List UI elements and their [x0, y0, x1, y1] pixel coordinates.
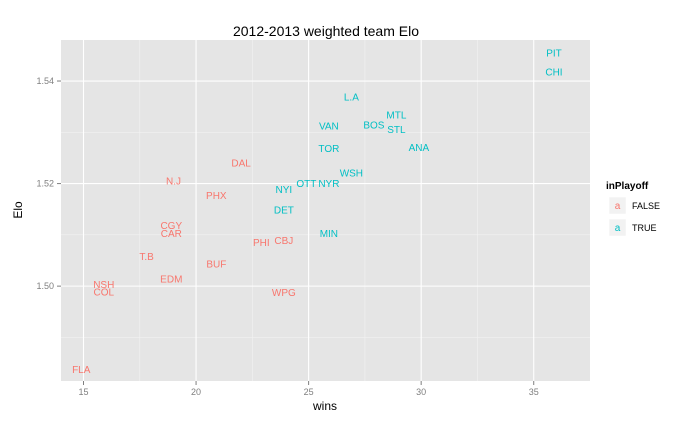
y-tick-label: 1.54: [36, 76, 54, 86]
data-point-label: FLA: [72, 365, 91, 376]
data-point-label: PHI: [253, 238, 270, 249]
legend-items: a FALSE a TRUE: [608, 196, 660, 237]
legend-key-glyph: a: [615, 223, 621, 234]
data-point-label: MIN: [320, 229, 338, 240]
plot-panel: [61, 40, 590, 381]
x-tick-label: 35: [529, 387, 539, 397]
data-point-label: NSH: [93, 280, 114, 291]
data-point-label: L.A: [344, 92, 359, 103]
legend-label: TRUE: [632, 223, 657, 233]
legend-title: inPlayoff: [606, 181, 649, 192]
data-point-label: CHI: [545, 67, 562, 78]
data-point-label: CBJ: [274, 236, 293, 247]
data-point-label: BOS: [363, 121, 384, 132]
y-tick-label: 1.50: [36, 281, 54, 291]
chart-title: 2012-2013 weighted team Elo: [233, 23, 419, 39]
data-point-label: MTL: [386, 110, 406, 121]
x-axis: 15 20 25 30 35: [79, 381, 539, 397]
data-point-label: OTT: [296, 179, 316, 190]
data-point-label: NYR: [318, 179, 339, 190]
data-point-label: CGY: [160, 221, 182, 232]
data-point-label: DAL: [231, 159, 251, 170]
data-point-label: TOR: [318, 144, 339, 155]
x-tick-label: 25: [304, 387, 314, 397]
data-point-label: T.B: [139, 252, 154, 263]
legend-label: FALSE: [632, 201, 660, 211]
x-tick-label: 30: [416, 387, 426, 397]
y-axis: 1.50 1.52 1.54: [36, 76, 61, 291]
data-point-label: N.J: [166, 177, 181, 188]
legend-key-glyph: a: [615, 201, 621, 212]
data-point-label: CAR: [161, 229, 182, 240]
legend-key: [608, 218, 627, 237]
data-point-label: PIT: [546, 48, 562, 59]
data-point-label: COL: [93, 287, 114, 298]
data-point-label: WSH: [340, 168, 363, 179]
data-point-label: ANA: [409, 143, 430, 154]
y-axis-label: Elo: [11, 201, 25, 219]
data-point-label: STL: [387, 125, 406, 136]
data-point-label: EDM: [160, 274, 182, 285]
legend-key: [608, 196, 627, 215]
major-gridlines: [61, 40, 590, 381]
y-tick-label: 1.52: [36, 179, 54, 189]
data-point-label: NYI: [276, 185, 293, 196]
data-point-label: VAN: [319, 122, 339, 133]
data-point-label: BUF: [206, 260, 226, 271]
data-point-label: DET: [274, 206, 294, 217]
x-axis-label: wins: [312, 399, 337, 413]
x-tick-label: 15: [79, 387, 89, 397]
data-point-label: PHX: [206, 191, 227, 202]
legend: inPlayoff a FALSE a TRUE: [606, 181, 660, 237]
minor-gridlines: [61, 40, 590, 381]
data-point-label: WPG: [272, 288, 296, 299]
x-tick-label: 20: [191, 387, 201, 397]
